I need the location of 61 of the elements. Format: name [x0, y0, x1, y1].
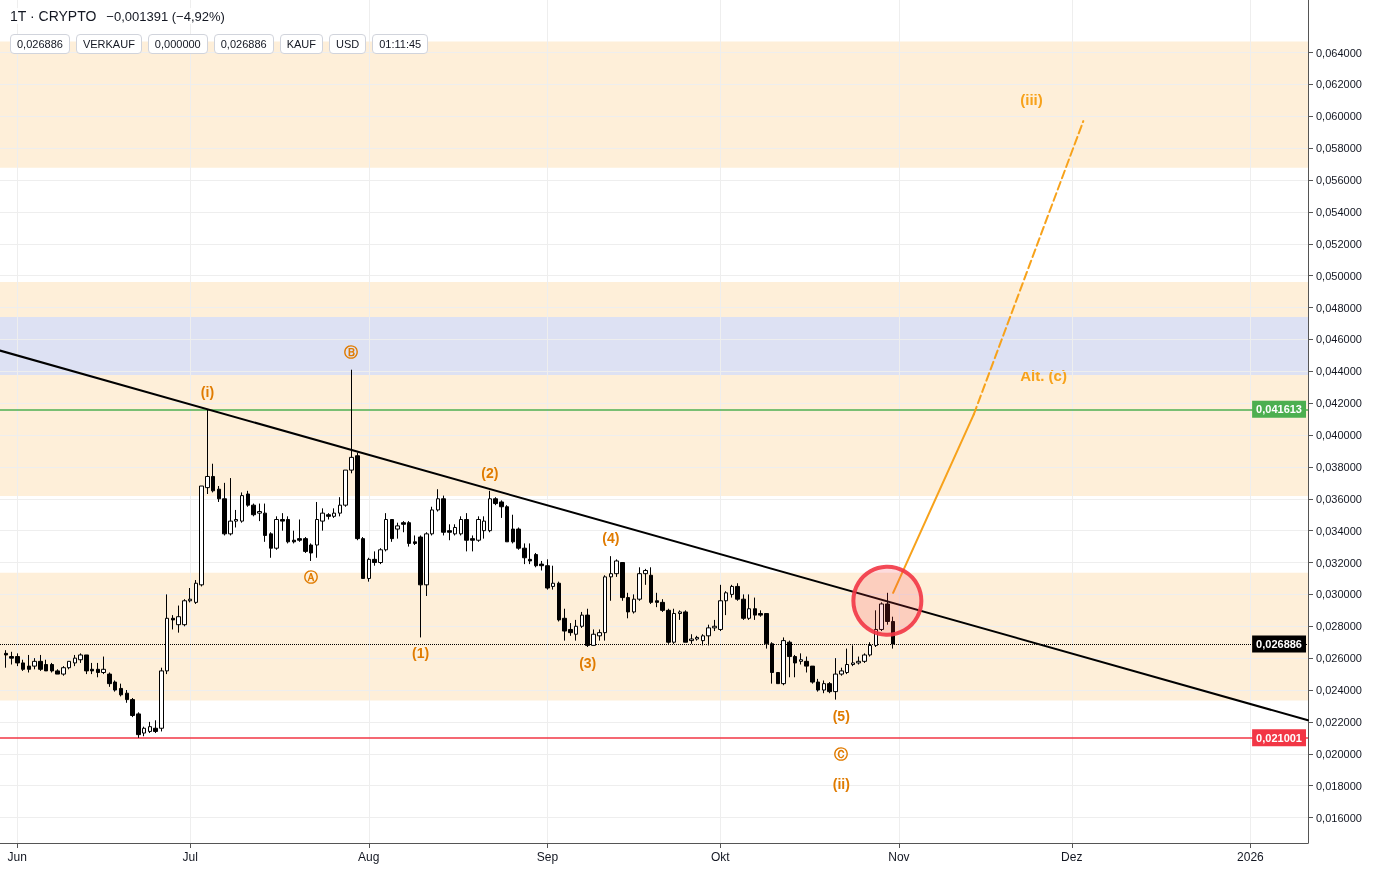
annotation: VERKAUF [75, 34, 142, 54]
y-tick-label: 0,050000 [1316, 269, 1362, 282]
y-tick-label: 0,062000 [1316, 78, 1362, 91]
y-tick-label: 0,052000 [1316, 237, 1362, 250]
text: −0,001391 (−4,92%) [106, 9, 225, 24]
text: 1T · CRYPTO [10, 8, 97, 24]
y-tick-label: 0,044000 [1316, 365, 1362, 378]
y-tick-label: 0,032000 [1316, 556, 1362, 569]
annotation: Ⓐ [304, 568, 319, 585]
y-tick-label: 0,018000 [1316, 779, 1362, 792]
annotation: KAUF [279, 34, 323, 54]
candlestick [119, 683, 123, 697]
x-tick-label: Dez [1061, 850, 1083, 864]
ref-line-label: 0,021001 [1256, 731, 1302, 744]
annotation: Ⓑ [344, 343, 359, 360]
annotation: 0,000000 [147, 34, 208, 54]
y-tick-label: 0,024000 [1316, 684, 1362, 697]
ref-line-label: 0,026886 [1256, 638, 1302, 651]
x-tick-label: Nov [888, 850, 910, 864]
x-tick-label: Sep [536, 850, 559, 864]
y-tick-label: 0,022000 [1316, 715, 1362, 728]
y-tick-label: 0,040000 [1316, 429, 1362, 442]
y-tick-label: 0,046000 [1316, 333, 1362, 346]
y-tick-label: 0,060000 [1316, 110, 1362, 123]
x-tick-label: Aug [358, 850, 380, 864]
annotation: 0,026886 [10, 34, 70, 54]
x-tick-label: 2026 [1237, 850, 1265, 864]
annotation: Ⓒ [834, 745, 849, 762]
annotation: 0,026886 [213, 34, 274, 54]
y-tick-label: 0,058000 [1316, 142, 1362, 155]
y-tick-label: 0,034000 [1316, 524, 1362, 537]
annotation: (1) [412, 645, 430, 662]
y-tick-label: 0,038000 [1316, 460, 1362, 473]
annotation: USD [328, 34, 367, 54]
ref-line-label: 0,041613 [1256, 403, 1302, 416]
y-tick-label: 0,048000 [1316, 301, 1362, 314]
y-tick-label: 0,064000 [1316, 46, 1362, 59]
annotation: (3) [579, 654, 597, 671]
y-tick-label: 0,030000 [1316, 588, 1362, 601]
x-tick-label: Jun [7, 850, 27, 864]
candlestick [528, 542, 532, 565]
band-label: (iii) [1020, 90, 1043, 108]
y-tick-label: 0,054000 [1316, 205, 1362, 218]
candlestick [4, 649, 8, 669]
annotation: (4) [602, 530, 620, 547]
candlestick [649, 566, 653, 605]
annotation: (i) [200, 383, 215, 400]
y-tick-label: 0,056000 [1316, 174, 1362, 187]
x-tick-label: Okt [710, 850, 731, 864]
y-tick-label: 0,028000 [1316, 620, 1362, 633]
candlestick [240, 491, 244, 524]
y-tick-label: 0,042000 [1316, 397, 1362, 410]
y-tick-label: 0,026000 [1316, 652, 1362, 665]
y-tick-label: 0,016000 [1316, 811, 1362, 824]
annotation: 01:11:45 [372, 34, 429, 54]
annotation: (2) [481, 464, 499, 481]
annotation: (ii) [832, 775, 850, 792]
y-tick-label: 0,036000 [1316, 492, 1362, 505]
y-tick-label: 0,020000 [1316, 747, 1362, 760]
x-tick-label: Jul [182, 850, 198, 864]
annotation: (5) [832, 707, 850, 724]
